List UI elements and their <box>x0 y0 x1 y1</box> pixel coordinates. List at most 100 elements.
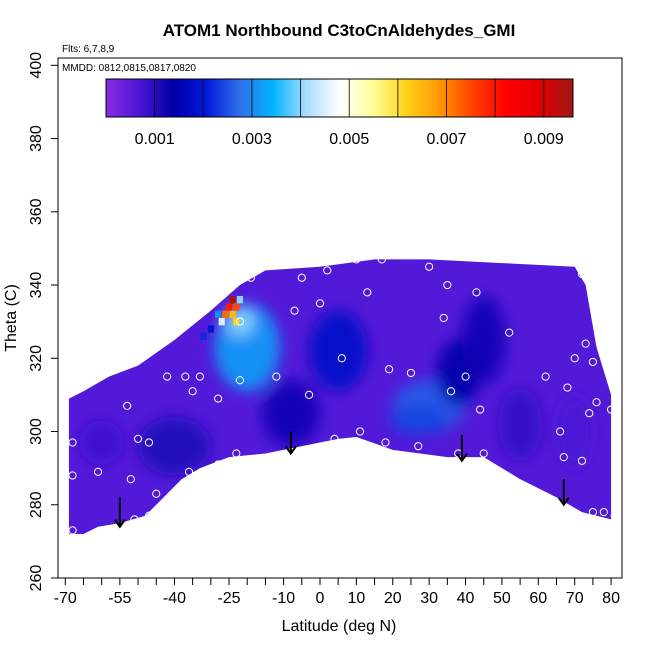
x-tick-label: -55 <box>108 590 131 607</box>
data-point-marker <box>414 442 423 451</box>
field-cell <box>200 332 207 340</box>
plot-frame <box>57 57 623 579</box>
field-patch <box>389 405 448 436</box>
flights-note: Flts: 6,7,8,9 <box>62 44 115 55</box>
data-point-marker <box>272 372 281 381</box>
arrow-head <box>114 519 126 529</box>
data-point-marker <box>93 467 103 476</box>
y-tick-label: 280 <box>28 491 45 518</box>
field-cell <box>233 303 240 311</box>
data-point-marker <box>475 405 485 414</box>
data-point-marker <box>461 372 470 381</box>
y-tick-label: 380 <box>28 125 45 152</box>
x-tick-label: 60 <box>529 590 547 607</box>
data-point-marker <box>381 438 390 447</box>
field-patch <box>309 310 368 392</box>
data-point-marker <box>443 280 452 290</box>
data-point-marker <box>214 460 223 469</box>
x-tick-label: 50 <box>493 590 511 607</box>
data-point-marker <box>290 306 299 315</box>
data-point-marker <box>472 288 481 297</box>
data-point-marker <box>541 372 550 381</box>
data-point-marker <box>588 507 597 517</box>
data-point-marker <box>588 357 597 367</box>
y-axis-label: Theta (C) <box>3 284 20 352</box>
data-point-marker <box>304 390 314 400</box>
y-tick-label: 400 <box>28 52 45 79</box>
data-point-marker <box>246 273 255 282</box>
field-patch <box>556 394 593 469</box>
data-point-marker <box>406 368 416 378</box>
data-point-marker <box>297 273 306 282</box>
x-tick-label: 30 <box>420 590 438 607</box>
field-cell <box>222 310 229 318</box>
data-point-marker <box>606 405 616 414</box>
data-point-marker <box>195 372 205 381</box>
data-point-marker <box>559 453 568 462</box>
data-point-marker <box>130 515 139 524</box>
data-point-marker <box>355 427 365 436</box>
colorbar-gradient <box>105 78 574 118</box>
colorbar-tick-label: 0.009 <box>524 131 564 148</box>
arrow-head <box>285 445 297 456</box>
data-point-marker <box>599 507 608 517</box>
x-tick-label: -10 <box>272 590 295 607</box>
data-point-marker <box>184 467 194 476</box>
colorbar-tick-label: 0.001 <box>135 131 175 148</box>
data-point-marker <box>585 409 594 418</box>
arrow-head <box>456 453 468 463</box>
data-point-marker <box>479 449 488 458</box>
data-point-marker <box>352 255 361 264</box>
x-tick-label: 0 <box>316 590 325 607</box>
colorbar-labels: 0.001 0.003 0.005 0.007 0.009 <box>135 131 564 148</box>
data-point-marker <box>123 401 132 410</box>
colorbar-tick-label: 0.005 <box>329 131 369 148</box>
arrow-head <box>557 497 570 507</box>
field-cell <box>229 310 236 318</box>
data-point-marker <box>385 365 394 374</box>
field-cell <box>218 318 225 326</box>
data-point-marker <box>425 262 434 271</box>
data-point-marker <box>577 269 587 279</box>
x-tick-label: 10 <box>347 590 365 607</box>
data-point-marker <box>133 434 143 443</box>
y-axis: 260 280 300 320 340 360 380 400 <box>28 52 58 591</box>
x-axis-label: Latitude (deg N) <box>282 618 397 635</box>
data-point-marker <box>330 434 339 443</box>
data-point-marker <box>439 313 448 323</box>
field-cell <box>225 303 233 311</box>
x-tick-label: 70 <box>566 590 584 607</box>
y-tick-label: 260 <box>28 565 45 592</box>
colorbar-tick-label: 0.003 <box>232 131 272 148</box>
colorbar-dividers <box>154 79 545 117</box>
data-point-marker <box>68 526 77 535</box>
y-tick-label: 320 <box>28 345 45 372</box>
data-point-marker <box>126 475 135 484</box>
data-point-marker <box>592 398 601 407</box>
data-point-marker <box>152 489 161 498</box>
measurement-markers <box>68 255 619 535</box>
field-patch <box>461 296 506 384</box>
x-tick-label: -25 <box>217 590 240 607</box>
field-patch <box>498 387 542 461</box>
data-point-marker <box>144 438 154 447</box>
dates-note: MMDD: 0812,0815,0817,0820 <box>62 63 196 74</box>
data-point-marker <box>181 372 190 381</box>
x-tick-label: -70 <box>54 590 77 607</box>
chart-title: ATOM1 Northbound C3toCnAldehydes_GMI <box>163 21 516 40</box>
x-tick-label: 20 <box>384 590 402 607</box>
data-point-marker <box>363 288 372 297</box>
data-point-marker <box>188 387 197 396</box>
field-cell <box>236 296 244 304</box>
data-point-marker <box>163 372 172 381</box>
data-point-marker <box>315 299 325 308</box>
data-point-marker <box>144 511 154 520</box>
data-point-marker <box>337 354 346 363</box>
data-point-marker <box>610 511 619 520</box>
data-point-marker <box>581 339 590 348</box>
data-point-marker <box>556 427 565 436</box>
x-axis: -70 -55 -40 -25 -10 0 10 20 30 40 50 60 70 80 <box>54 578 620 607</box>
x-tick-label: -40 <box>163 590 186 607</box>
field-cell <box>207 325 214 333</box>
